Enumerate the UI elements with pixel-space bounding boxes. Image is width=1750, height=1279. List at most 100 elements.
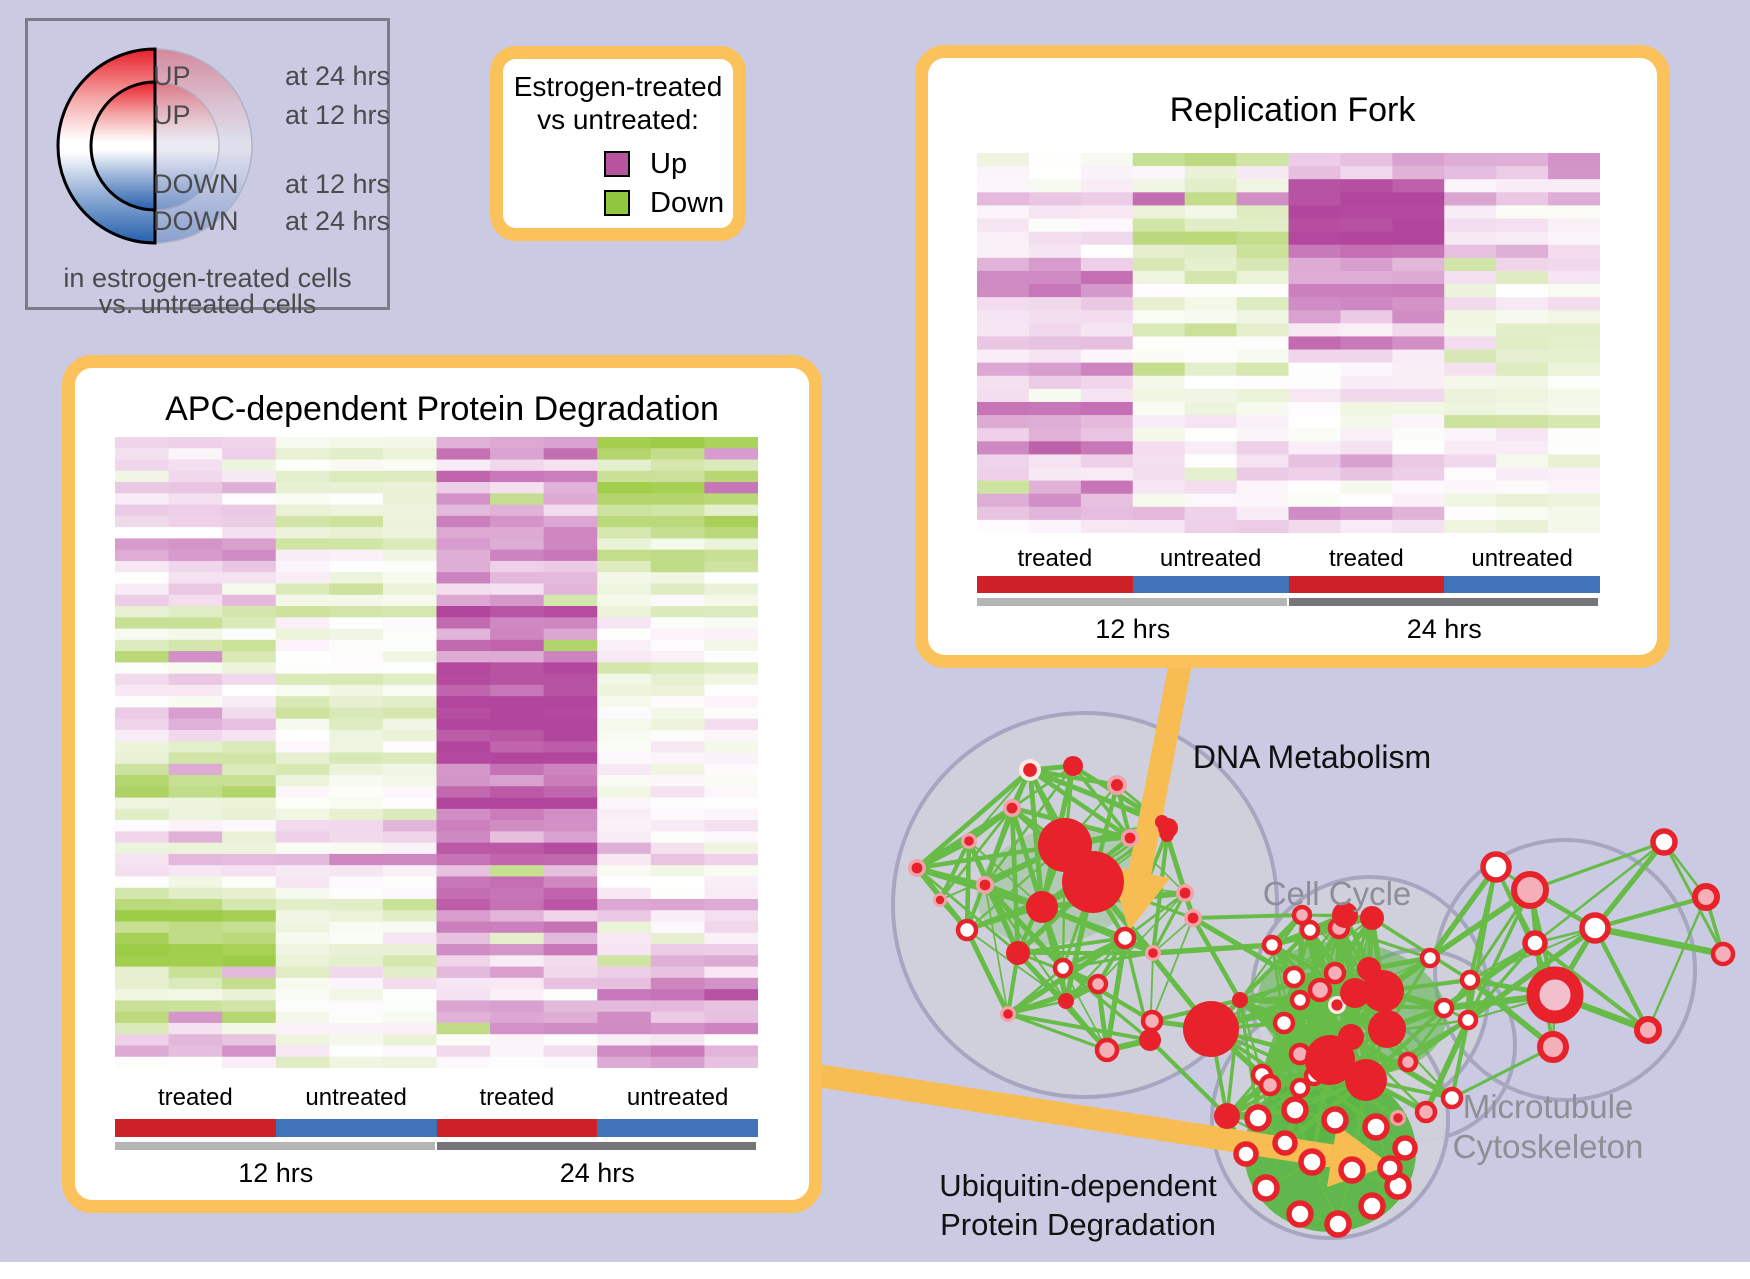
heatmap-cell: [543, 775, 598, 787]
network-node: [1244, 1104, 1272, 1132]
heatmap-cell: [275, 921, 330, 934]
heatmap-cell: [1340, 506, 1393, 521]
cluster-label-ubiquitin-label: Ubiquitin-dependent: [939, 1168, 1217, 1203]
heatmap-cell: [436, 842, 491, 855]
heatmap-cell: [1184, 166, 1238, 180]
heatmap-cell: [597, 527, 652, 539]
heatmap-cell: [115, 515, 170, 528]
heatmap-cell: [1444, 519, 1497, 533]
heatmap-cell: [1132, 388, 1186, 403]
heatmap-cell: [329, 628, 384, 641]
heatmap-cell: [1288, 415, 1341, 429]
heatmap-cell: [1236, 166, 1289, 180]
heatmap-cell: [275, 707, 330, 720]
network-node: [1140, 1009, 1164, 1033]
heatmap-cell: [382, 763, 437, 776]
heatmap-cell: [490, 707, 545, 720]
heatmap-cell: [1184, 192, 1238, 206]
network-node-core: [1148, 948, 1158, 958]
heatmap-cell: [597, 763, 652, 776]
heatmap-cell: [115, 470, 170, 483]
network-node: [1377, 1155, 1403, 1181]
heatmap-cell: [115, 696, 170, 708]
heatmap-cell: [1236, 454, 1289, 468]
heatmap-cell: [543, 865, 598, 877]
heatmap-cell: [597, 718, 652, 731]
heatmap-cell: [1392, 428, 1445, 442]
heatmap-cell: [490, 651, 545, 663]
heatmap-cell: [115, 651, 170, 663]
heatmap-cell: [329, 887, 384, 900]
heatmap-cell: [1444, 415, 1497, 429]
heatmap-cell: [597, 1011, 652, 1024]
heatmap-cell: [115, 482, 170, 494]
heatmap-cell: [1080, 454, 1134, 468]
heatmap-cell: [650, 538, 705, 551]
heatmap-cell: [1496, 270, 1549, 285]
heatmap-cell: [543, 482, 598, 494]
heatmap-cell: [382, 898, 437, 911]
heatmap-cell: [436, 560, 491, 573]
heatmap-cell: [1392, 415, 1445, 429]
heatmap-cell: [115, 572, 170, 584]
network-node: [1522, 930, 1548, 956]
heatmap-cell: [275, 459, 330, 472]
network-edge: [915, 866, 1020, 955]
condition-bar: [597, 1119, 758, 1137]
heatmap-cell: [436, 1022, 491, 1035]
heatmap-cell: [115, 707, 170, 720]
heatmap-cell: [1496, 244, 1549, 259]
heatmap-cell: [1288, 192, 1341, 206]
heatmap-cell: [275, 437, 330, 449]
heatmap-cell: [650, 639, 705, 652]
heatmap-cell: [1288, 205, 1341, 220]
condition-bar: [977, 576, 1133, 593]
heatmap-cell: [222, 515, 277, 528]
heatmap-cell: [329, 662, 384, 675]
heatmap-cell: [543, 651, 598, 663]
heatmap-cell: [1236, 401, 1289, 416]
heatmap-cell: [436, 707, 491, 720]
heatmap-cell: [1288, 428, 1341, 442]
heatmap-cell: [704, 944, 758, 956]
heatmap-cell: [436, 718, 491, 731]
up-label: Up: [650, 148, 688, 180]
network-edge: [1466, 865, 1498, 1022]
heatmap-cell: [275, 628, 330, 641]
network-node: [1332, 902, 1358, 928]
heatmap-cell: [1496, 153, 1549, 167]
heatmap-cell: [704, 448, 758, 461]
heatmap-cell: [1132, 270, 1186, 285]
heatmap-cell: [115, 887, 170, 900]
heatmap-cell: [977, 310, 1030, 324]
network-edge: [1591, 924, 1727, 958]
network-node-core: [1331, 999, 1343, 1011]
heatmap-cell: [650, 887, 705, 900]
heatmap-cell: [1496, 519, 1549, 533]
heatmap-cell: [222, 842, 277, 855]
heatmap-cell: [650, 684, 705, 697]
heatmap-cell: [490, 684, 545, 697]
heatmap-cell: [168, 763, 223, 776]
heatmap-cell: [329, 808, 384, 821]
heatmap-cell: [650, 718, 705, 731]
heatmap-cell: [115, 966, 170, 979]
heatmap-cell: [115, 808, 170, 821]
heatmap-cell: [382, 921, 437, 934]
heatmap-cell: [222, 1034, 277, 1046]
heatmap-cell: [597, 865, 652, 877]
heatmap-cell: [382, 606, 437, 618]
heatmap-cell: [1132, 153, 1186, 167]
condition-label: treated: [479, 1084, 555, 1111]
network-node: [1258, 1073, 1282, 1097]
heatmap-cell: [1184, 310, 1238, 324]
heatmap-cell: [597, 876, 652, 889]
network-node: [1183, 1001, 1239, 1057]
heatmap-cell: [115, 459, 170, 472]
network-node: [1233, 1141, 1259, 1167]
heatmap-cell: [275, 752, 330, 765]
condition-bar: [115, 1119, 276, 1137]
legend-caption-line1: in estrogen-treated cells: [63, 263, 352, 293]
legend-time-2: at 12 hrs: [284, 100, 390, 130]
time-label: 12 hrs: [1095, 614, 1171, 644]
